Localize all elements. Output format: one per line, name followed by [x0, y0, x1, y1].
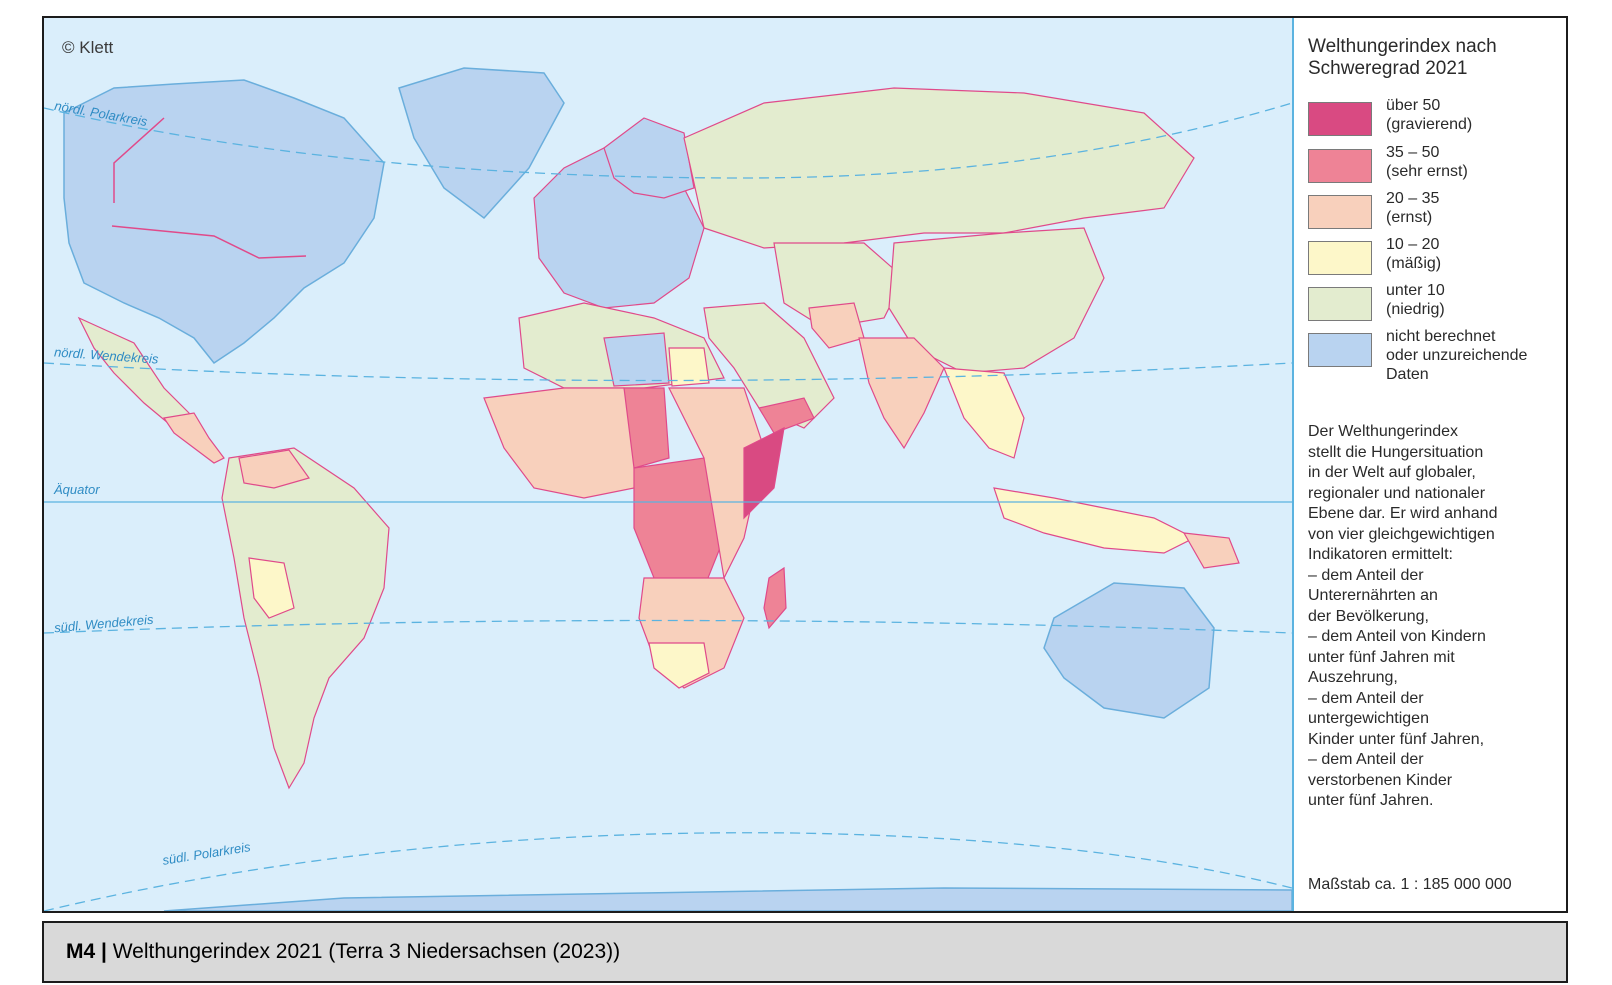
caption-text: Welthungerindex 2021 (Terra 3 Niedersach…	[106, 940, 621, 963]
region-south-america	[221, 447, 390, 790]
region-chad	[623, 387, 670, 469]
region-central-america	[162, 412, 225, 464]
legend-range: über 50	[1386, 97, 1441, 114]
legend-range: unter 10	[1386, 282, 1445, 299]
border-us-canada	[111, 225, 307, 259]
legend-item-low: unter 10 (niedrig)	[1308, 282, 1564, 331]
legend-item-moderate: 10 – 20 (mäßig)	[1308, 236, 1564, 285]
region-middle-east	[703, 302, 835, 429]
world-map: © Klett nördl. Polarkreis nördl. Wendekr…	[44, 18, 1292, 911]
legend-item-no-data: nicht berechnet oder unzureichende Daten	[1308, 328, 1564, 391]
legend-item-serious: 20 – 35 (ernst)	[1308, 190, 1564, 239]
legend-label: (ernst)	[1386, 209, 1433, 226]
region-bolivia	[248, 557, 295, 619]
legend-range: 20 – 35	[1386, 190, 1440, 207]
map-scale: Maßstab ca. 1 : 185 000 000	[1308, 876, 1512, 893]
legend-label: (niedrig)	[1386, 301, 1445, 318]
world-map-svg	[44, 18, 1292, 911]
region-indonesia	[993, 487, 1196, 554]
legend-swatch	[1308, 102, 1372, 136]
legend-label: (sehr ernst)	[1386, 163, 1468, 180]
region-east-africa	[668, 387, 765, 580]
region-afghanistan	[808, 302, 865, 349]
map-frame: © Klett nördl. Polarkreis nördl. Wendekr…	[42, 16, 1568, 913]
figure-caption: M4 | Welthungerindex 2021 (Terra 3 Niede…	[42, 921, 1568, 983]
legend-label: oder unzureichende Daten	[1386, 347, 1528, 383]
legend-swatch	[1308, 195, 1372, 229]
legend-label: (mäßig)	[1386, 255, 1442, 272]
region-antarctica	[163, 887, 1292, 911]
region-somalia	[743, 426, 785, 520]
region-north-america	[63, 79, 385, 365]
legend-swatch	[1308, 287, 1372, 321]
region-south-africa	[648, 642, 710, 689]
legend-title: Welthungerindex nach Schweregrad 2021	[1308, 36, 1497, 79]
legend-item-severe: über 50 (gravierend)	[1308, 97, 1564, 146]
region-png	[1182, 532, 1240, 569]
north-tropic-line	[44, 362, 1292, 382]
region-greenland	[398, 67, 565, 220]
region-madagascar	[763, 566, 787, 630]
legend-item-very-serious: 35 – 50 (sehr ernst)	[1308, 144, 1564, 193]
region-china	[888, 227, 1105, 374]
region-egypt	[668, 347, 710, 387]
border-alaska	[113, 117, 165, 203]
copyright-text: © Klett	[62, 38, 114, 57]
legend-range: 35 – 50	[1386, 144, 1440, 161]
south-tropic-line	[44, 619, 1292, 634]
region-australia	[1043, 582, 1215, 719]
region-india	[858, 337, 945, 450]
region-libya	[603, 332, 670, 387]
region-yemen	[758, 397, 815, 434]
legend-range: 10 – 20	[1386, 236, 1440, 253]
legend-swatch	[1308, 333, 1372, 367]
south-polar-circle-line	[44, 832, 1292, 911]
legend-description: Der Welthungerindex stellt die Hungersit…	[1308, 423, 1498, 809]
region-southeast-asia	[943, 367, 1025, 459]
region-central-asia	[773, 242, 905, 329]
legend-swatch	[1308, 149, 1372, 183]
legend-panel: Welthungerindex nach Schweregrad 2021 üb…	[1292, 18, 1566, 911]
region-venezuela	[238, 449, 310, 489]
caption-label: M4 |	[66, 940, 107, 963]
north-polar-circle-line	[44, 102, 1292, 179]
legend-swatch	[1308, 241, 1372, 275]
equator-label: Äquator	[54, 482, 100, 497]
legend-label: (gravierend)	[1386, 116, 1473, 133]
legend-range: nicht berechnet	[1386, 328, 1496, 345]
